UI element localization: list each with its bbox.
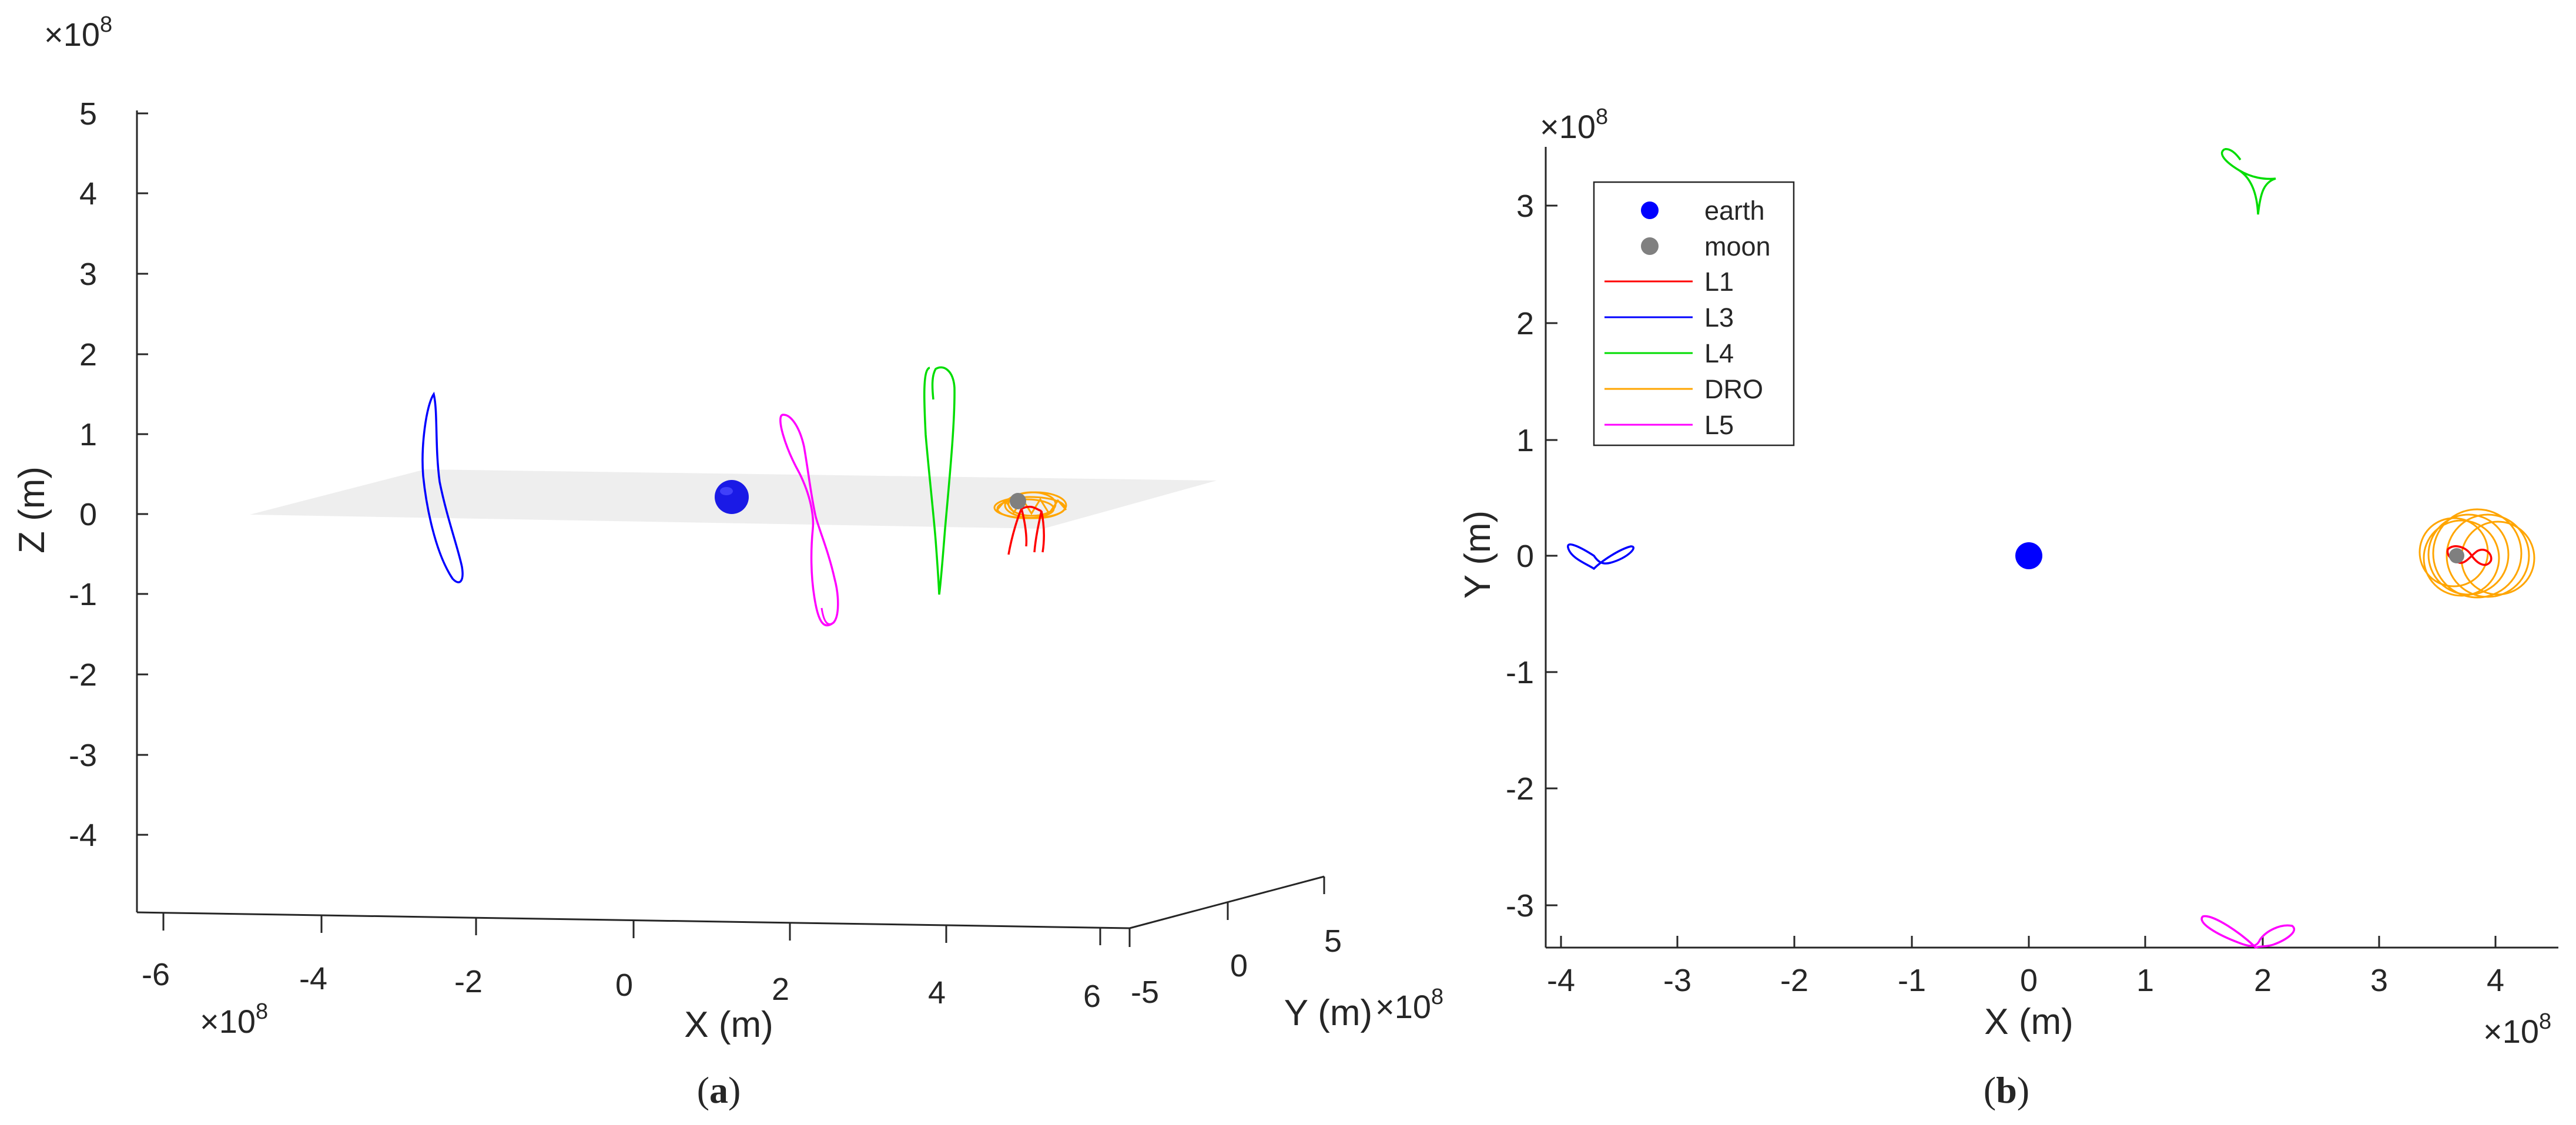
legend-label: L3 <box>1704 303 1734 333</box>
z-tick-label: 4 <box>79 176 97 211</box>
legend-item-l1: L1 <box>1604 267 1734 297</box>
series-l1-orbit <box>1007 505 1045 555</box>
legend-marker-earth <box>1641 202 1659 219</box>
z-tick-label: 3 <box>79 257 97 292</box>
legend-item-earth: earth <box>1641 196 1765 226</box>
y-tick-label: -3 <box>1506 888 1534 923</box>
legend-marker-moon <box>1641 237 1659 255</box>
y-axis-label: Y (m) <box>1284 993 1372 1033</box>
x-tick-label: 3 <box>2370 963 2388 998</box>
y-tick-label: 5 <box>1324 923 1342 959</box>
legend-item-l4: L4 <box>1604 338 1734 368</box>
y-tick-label: 2 <box>1516 306 1534 341</box>
z-exponent-label: ×108 <box>44 12 112 53</box>
z-tick-label: 2 <box>79 337 97 372</box>
x-tick-label: 1 <box>2136 963 2154 998</box>
legend-label: moon <box>1704 231 1771 261</box>
earth-marker <box>715 480 749 514</box>
y-tick-label: 1 <box>1516 423 1534 458</box>
series-l5-orbit <box>2200 915 2296 949</box>
panel-a-3d-plot: 5 4 3 2 1 0 -1 -2 -3 -4 -6 -4 -2 0 2 4 <box>12 12 1443 1111</box>
y-axis-ticks: 3 2 1 0 -1 -2 -3 <box>1506 189 1557 923</box>
panel-a-caption: (a) <box>697 1069 741 1111</box>
x-tick-label: 6 <box>1083 979 1101 1014</box>
y-exponent-label: ×108 <box>1375 985 1443 1025</box>
series-l3-orbit <box>1567 543 1635 570</box>
x-tick-label: 4 <box>2487 963 2504 998</box>
legend: earth moon L1 L3 L4 DRO <box>1593 181 1795 446</box>
moon-marker <box>2449 548 2464 563</box>
legend-label: L4 <box>1704 338 1734 368</box>
z-axis-label: Z (m) <box>12 466 52 553</box>
x-tick-label: -2 <box>454 964 483 999</box>
z-tick-label: 5 <box>79 96 97 132</box>
series-l4-orbit <box>2220 148 2276 215</box>
z-tick-label: -1 <box>69 577 97 612</box>
earth-highlight <box>720 487 733 495</box>
z-tick-label: -4 <box>69 818 97 853</box>
x-tick-label: -4 <box>299 961 327 996</box>
x-tick-label: -3 <box>1663 963 1691 998</box>
y-axis-ticks: -5 0 5 <box>1128 877 1342 1010</box>
z-tick-label: 0 <box>79 497 97 532</box>
legend-box <box>1593 181 1795 446</box>
series-dro-orbit <box>2418 508 2535 599</box>
y-tick-label: -1 <box>1506 655 1534 690</box>
moon-region <box>993 491 1067 555</box>
y-exponent-label: ×108 <box>1540 105 1608 145</box>
x-tick-label: -6 <box>142 957 170 992</box>
x-tick-label: 0 <box>615 968 633 1003</box>
y-tick-label: -2 <box>1506 771 1534 807</box>
z-tick-label: -3 <box>69 738 97 773</box>
z-tick-label: -2 <box>69 657 97 693</box>
y-tick-label: 3 <box>1516 189 1534 224</box>
legend-label: earth <box>1704 196 1765 226</box>
y-axis-label: Y (m) <box>1458 511 1498 599</box>
series-dro-wave <box>995 498 1067 515</box>
series-l4-orbit <box>923 366 956 595</box>
z-axis-ticks: 5 4 3 2 1 0 -1 -2 -3 -4 <box>69 96 148 853</box>
series-l5-orbit-inner <box>820 607 836 625</box>
y-tick-label: 0 <box>1230 948 1248 983</box>
x-axis-label: X (m) <box>1984 1002 2073 1042</box>
x-exponent-label: ×108 <box>2483 1009 2551 1050</box>
legend-item-l3: L3 <box>1604 303 1734 333</box>
panel-b-caption: (b) <box>1984 1069 2029 1111</box>
x-axis-line <box>136 911 1130 929</box>
legend-label: L5 <box>1704 410 1734 440</box>
legend-label: DRO <box>1704 374 1763 404</box>
legend-label: L1 <box>1704 267 1734 297</box>
moon-marker <box>1010 493 1026 509</box>
x-tick-label: -2 <box>1780 963 1808 998</box>
x-axis-label: X (m) <box>684 1005 773 1045</box>
legend-item-l5: L5 <box>1604 410 1734 440</box>
z-tick-label: 1 <box>79 417 97 452</box>
x-tick-label: 0 <box>2020 963 2038 998</box>
x-tick-label: -4 <box>1547 963 1575 998</box>
y-tick-label: 0 <box>1516 539 1534 574</box>
panel-b-2d-plot: 3 2 1 0 -1 -2 -3 -4 -3 -2 -1 0 1 2 3 <box>1458 105 2558 1111</box>
series-l3-orbit <box>421 391 464 583</box>
y-tick-label: -5 <box>1131 975 1159 1010</box>
earth-marker <box>2015 542 2042 569</box>
x-exponent-label: ×108 <box>200 999 268 1040</box>
x-tick-label: 2 <box>772 972 789 1007</box>
series-dro-ring <box>2432 508 2523 599</box>
legend-item-moon: moon <box>1641 231 1771 261</box>
x-tick-label: 4 <box>928 975 946 1010</box>
x-tick-label: -1 <box>1898 963 1926 998</box>
series-dro-ring <box>2423 519 2500 597</box>
x-tick-label: 2 <box>2254 963 2272 998</box>
x-axis-ticks: -6 -4 -2 0 2 4 6 <box>142 913 1101 1014</box>
legend-item-dro: DRO <box>1604 374 1763 404</box>
x-axis-ticks: -4 -3 -2 -1 0 1 2 3 4 <box>1547 936 2504 998</box>
